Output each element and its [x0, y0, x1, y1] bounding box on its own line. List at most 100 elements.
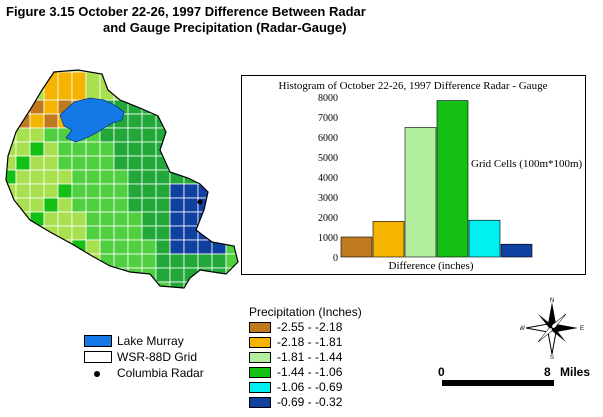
grid-cell — [141, 183, 157, 199]
grid-cell — [43, 155, 59, 171]
grid-cell — [211, 155, 227, 171]
grid-cell — [225, 169, 238, 185]
precip-swatch — [249, 337, 271, 348]
y-tick-label: 8000 — [318, 93, 338, 104]
y-axis-label: Grid Cells (100m*100m) — [471, 158, 583, 170]
grid-cell — [6, 281, 17, 288]
grid-cell — [141, 225, 157, 241]
bars — [340, 100, 533, 258]
legend-label: Columbia Radar — [117, 366, 204, 380]
grid-cell — [155, 71, 171, 101]
columbia-radar-marker — [197, 199, 203, 205]
grid-cell — [211, 197, 227, 213]
grid-cell — [99, 127, 115, 143]
grid-cell — [225, 99, 238, 115]
y-tick-label: 5000 — [318, 153, 338, 164]
grid-cell — [155, 281, 171, 288]
grid-cell — [6, 169, 17, 185]
histogram-bar — [500, 243, 533, 258]
grid-cell — [6, 99, 17, 115]
grid-cell — [29, 267, 45, 283]
x-axis-label: Difference (inches) — [389, 260, 474, 272]
grid-cell — [225, 141, 238, 157]
grid-cell — [6, 239, 17, 255]
precip-legend-item: -1.81 - -1.44 — [249, 350, 362, 365]
grid-cell — [225, 183, 238, 199]
histogram-bar — [340, 236, 373, 258]
grid-cell — [29, 225, 45, 241]
grid-swatch — [84, 351, 112, 363]
grid-cell — [155, 169, 171, 185]
compass-e: E — [580, 326, 584, 332]
y-tick-label: 4000 — [318, 173, 338, 184]
grid-cell — [127, 71, 143, 101]
grid-cell — [169, 281, 185, 288]
county-outline — [5, 69, 239, 289]
grid-cell — [85, 281, 101, 288]
grid-cell — [141, 127, 157, 143]
grid-cell — [43, 197, 59, 213]
precip-legend-label: -1.81 - -1.44 — [277, 350, 343, 364]
grid-cell — [197, 253, 213, 269]
grid-cell — [6, 113, 17, 129]
y-tick-label: 7000 — [318, 113, 338, 124]
grid-cell — [43, 141, 59, 157]
histogram-chart: Histogram of October 22-26, 1997 Differe… — [241, 75, 586, 275]
grid-cell — [85, 211, 101, 227]
grid-cell — [127, 281, 143, 288]
grid-cell — [71, 71, 87, 101]
y-tick-label: 2000 — [318, 213, 338, 224]
grid-cell — [127, 99, 143, 115]
grid-cell — [15, 267, 31, 283]
grid-cell — [141, 281, 157, 288]
grid-cell — [211, 183, 227, 199]
grid-cell — [197, 183, 213, 199]
grid-cell — [6, 155, 17, 171]
histogram-bar — [468, 219, 501, 258]
grid-cell — [85, 225, 101, 241]
grid-cells — [6, 71, 238, 288]
scale-end: 8 — [544, 365, 551, 379]
precip-legend-label: -0.69 - -0.32 — [277, 395, 343, 409]
grid-cell — [155, 141, 171, 157]
grid-cell — [43, 169, 59, 185]
grid-cell — [57, 183, 73, 199]
grid-cell — [57, 239, 73, 255]
grid-cell — [113, 155, 129, 171]
grid-cell — [169, 211, 185, 227]
grid-cell — [57, 267, 73, 283]
grid-cell — [127, 239, 143, 255]
grid-cell — [141, 197, 157, 213]
grid-cell — [113, 225, 129, 241]
grid-cell — [43, 253, 59, 269]
grid-cell — [57, 197, 73, 213]
grid-cell — [127, 225, 143, 241]
grid-cell — [29, 197, 45, 213]
figure-title: Figure 3.15 October 22-26, 1997 Differen… — [6, 4, 366, 36]
grid-cell — [211, 127, 227, 143]
grid-cell — [71, 169, 87, 185]
grid-cell — [99, 211, 115, 227]
grid-cell — [15, 99, 31, 115]
grid-cell — [225, 113, 238, 129]
grid-cell — [43, 127, 59, 143]
grid-cell — [113, 71, 129, 101]
grid-cell — [29, 239, 45, 255]
grid-cell — [183, 197, 199, 213]
grid-cell — [155, 267, 171, 283]
compass-s: S — [550, 355, 554, 360]
radar-dot-icon — [94, 371, 100, 377]
grid-cell — [211, 113, 227, 129]
grid-cell — [99, 267, 115, 283]
precip-legend-item: -2.55 - -2.18 — [249, 320, 362, 335]
grid-cell — [211, 169, 227, 185]
precip-grid — [6, 70, 238, 288]
grid-cell — [169, 225, 185, 241]
grid-cell — [71, 183, 87, 199]
grid-cell — [155, 197, 171, 213]
y-tick-label: 1000 — [318, 233, 338, 244]
grid-cell — [85, 183, 101, 199]
precip-legend-title: Precipitation (Inches) — [249, 305, 362, 319]
grid-cell — [43, 281, 59, 288]
grid-cell — [155, 183, 171, 199]
